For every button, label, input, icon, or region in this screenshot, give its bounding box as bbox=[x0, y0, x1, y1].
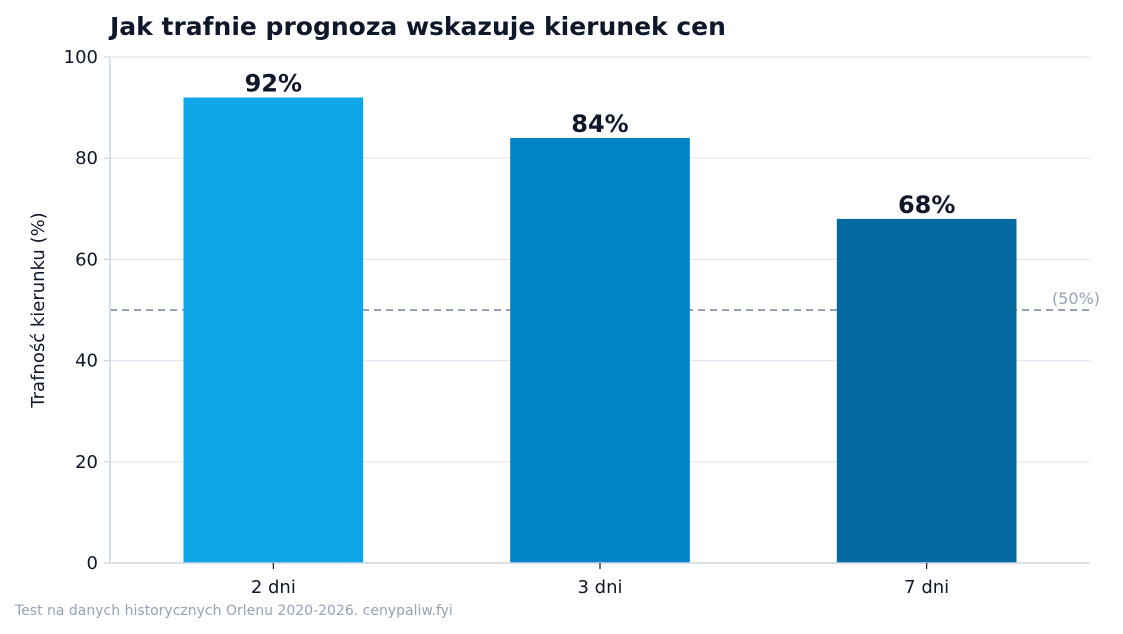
chart-title: Jak trafnie prognoza wskazuje kierunek c… bbox=[108, 12, 726, 41]
x-tick-label: 3 dni bbox=[577, 577, 622, 598]
y-axis-label: Trafność kierunku (%) bbox=[28, 212, 49, 408]
y-tick-label: 60 bbox=[75, 249, 98, 270]
footnote: Test na danych historycznych Orlenu 2020… bbox=[14, 603, 453, 619]
y-tick-label: 100 bbox=[64, 47, 98, 68]
bar-3 bbox=[836, 218, 1017, 564]
bar-2 bbox=[510, 137, 690, 563]
data-labels: 92% 84% 68% bbox=[245, 69, 956, 218]
bar-1 bbox=[183, 97, 364, 563]
y-tick-label: 20 bbox=[75, 452, 98, 473]
x-tick-label: 2 dni bbox=[251, 577, 296, 598]
x-tick-label: 7 dni bbox=[904, 577, 949, 598]
x-ticks: 2 dni 3 dni 7 dni bbox=[251, 563, 949, 598]
reference-line-label: (50%) bbox=[1052, 289, 1100, 308]
y-tick-label: 0 bbox=[87, 553, 98, 574]
data-label: 92% bbox=[245, 69, 302, 97]
y-tick-label: 80 bbox=[75, 148, 98, 169]
y-ticks: 0 20 40 60 80 100 bbox=[64, 47, 110, 574]
data-label: 84% bbox=[571, 110, 628, 138]
y-tick-label: 40 bbox=[75, 351, 98, 372]
data-label: 68% bbox=[898, 191, 955, 219]
bars bbox=[183, 97, 1017, 564]
